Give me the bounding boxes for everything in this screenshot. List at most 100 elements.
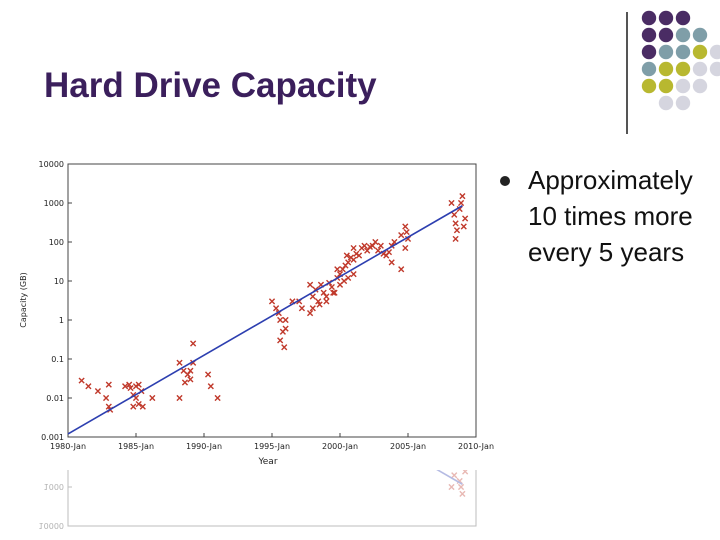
data-point-marker: [374, 247, 382, 254]
data-point-marker: [462, 470, 469, 475]
y-tick-label: 10000: [39, 160, 64, 169]
decor-dot: [658, 78, 674, 94]
decor-dot: [658, 27, 674, 43]
data-point-marker: [187, 367, 194, 374]
data-point-marker: [176, 359, 183, 366]
data-point-marker: [190, 340, 197, 347]
y-tick-label: 10000: [39, 521, 64, 530]
decor-dot: [709, 44, 720, 60]
data-point-marker: [459, 193, 466, 200]
data-point-marker: [364, 247, 371, 254]
data-point-marker: [350, 244, 357, 252]
data-point-marker: [377, 242, 384, 249]
x-tick-label: 2005-Jan: [390, 442, 426, 451]
data-point-marker: [385, 249, 393, 256]
decor-dot: [658, 61, 674, 77]
data-point-marker: [130, 403, 137, 410]
data-point-marker: [176, 394, 183, 402]
data-point-marker: [460, 223, 467, 230]
decor-dot: [641, 10, 657, 26]
decor-dot: [641, 78, 657, 94]
data-point-marker: [339, 266, 346, 273]
decor-dot: [641, 27, 657, 43]
data-point-marker: [102, 394, 110, 402]
data-point-marker: [122, 383, 129, 390]
data-point-marker: [306, 281, 314, 288]
data-point-marker: [105, 381, 112, 388]
data-point-marker: [453, 227, 461, 234]
y-tick-label: 0.1: [51, 355, 64, 364]
x-axis-label: Year: [257, 457, 277, 467]
data-point-marker: [402, 244, 409, 252]
decor-dot: [692, 78, 708, 94]
decor-dot: [641, 44, 657, 60]
data-point-marker: [126, 381, 133, 388]
data-point-marker: [331, 289, 338, 296]
data-point-marker: [459, 490, 466, 497]
data-point-marker: [78, 377, 85, 384]
data-point-marker: [452, 220, 459, 227]
plot-frame: [67, 470, 477, 527]
data-point-marker: [282, 325, 289, 332]
data-point-marker: [204, 371, 212, 378]
data-point-marker: [214, 394, 221, 402]
data-point-marker: [309, 305, 316, 312]
capacity-chart: 0.001 0.01 0.1 1 10 100 1000 10000 1980-Jan 1985…: [19, 160, 494, 467]
data-point-marker: [94, 388, 102, 395]
data-point-marker: [298, 305, 306, 312]
data-point-marker: [448, 483, 455, 491]
data-point-marker: [323, 293, 330, 300]
data-point-marker: [462, 215, 469, 222]
x-tick-label: 1980-Jan: [50, 442, 86, 451]
data-point-marker: [277, 337, 284, 344]
y-tick-label: 1: [59, 316, 64, 325]
decor-dot: [675, 95, 691, 111]
y-tick-label: 10: [54, 277, 64, 286]
data-point-marker: [369, 242, 376, 249]
data-point-marker: [403, 228, 410, 236]
decor-dot: [658, 95, 674, 111]
decor-dot: [692, 27, 708, 43]
data-point-marker: [207, 383, 214, 390]
y-tick-label: 1000: [44, 482, 64, 491]
data-point-marker: [345, 259, 352, 266]
data-point-marker: [309, 293, 316, 300]
data-point-marker: [85, 383, 92, 390]
data-point-marker: [448, 199, 455, 207]
x-tick-label: 2010-Jan: [458, 442, 494, 451]
y-axis-label: Capacity (GB): [19, 272, 28, 327]
data-point-marker: [402, 223, 409, 230]
x-tick-label: 1995-Jan: [254, 442, 290, 451]
trend-line: [67, 205, 463, 435]
data-point-marker: [404, 235, 412, 243]
x-tick-label: 2000-Jan: [322, 442, 358, 451]
data-point-marker: [355, 252, 363, 259]
data-point-marker: [330, 289, 337, 296]
x-tick-label: 1990-Jan: [186, 442, 222, 451]
y-tick-label: 1000: [44, 199, 64, 208]
decorative-dot-grid: [641, 10, 720, 111]
data-point-marker: [306, 310, 314, 317]
data-point-marker: [181, 379, 189, 386]
data-point-marker: [149, 394, 156, 402]
data-point-marker: [457, 483, 465, 491]
data-point-marker: [272, 305, 280, 312]
data-point-marker: [328, 283, 335, 291]
data-point-marker: [456, 477, 463, 485]
data-point-marker: [452, 235, 459, 243]
data-point-marker: [135, 381, 142, 388]
bullet-icon: [500, 176, 510, 186]
data-point-marker: [320, 289, 327, 296]
decorative-divider: [626, 12, 628, 134]
data-point-marker: [398, 232, 405, 239]
x-tick-label: 1985-Jan: [118, 442, 154, 451]
decor-dot: [675, 27, 691, 43]
decor-dot: [692, 44, 708, 60]
y-tick-label: 0.001: [41, 433, 64, 442]
decor-dot: [675, 61, 691, 77]
decor-dot: [675, 10, 691, 26]
data-point-marker: [323, 298, 330, 305]
data-point-marker: [281, 344, 288, 351]
data-point-marker: [340, 277, 348, 285]
